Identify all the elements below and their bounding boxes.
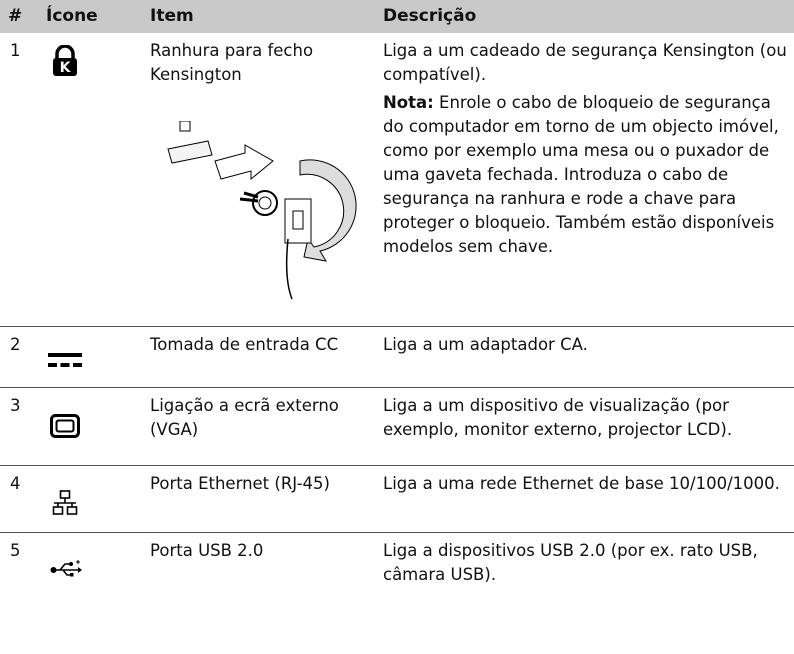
row-number: 4 [10, 474, 21, 493]
description-text: Liga a um cadeado de segurança Kensingto… [383, 41, 787, 84]
vga-icon [50, 414, 80, 438]
note-text: Enrole o cabo de bloqueio de segurança d… [383, 93, 779, 256]
row-number: 3 [10, 396, 21, 415]
header-cell: # [8, 6, 23, 26]
kensington-icon: K [53, 45, 77, 76]
row-number: 5 [10, 541, 21, 560]
header-cell: Ícone [46, 6, 98, 26]
item-name: Ligação a ecrã externo (VGA) [150, 396, 339, 439]
svg-text:K: K [60, 60, 72, 76]
row-number: 1 [10, 41, 21, 60]
description: Liga a um adaptador CA. [383, 335, 588, 354]
table-row: 4 Porta Ethernet (RJ-45) Liga a uma rede… [0, 465, 794, 533]
description: Liga a um dispositivo de visualização (p… [383, 396, 733, 439]
description: Liga a um cadeado de segurança Kensingto… [383, 39, 791, 259]
dc-icon [48, 353, 82, 367]
table-header: # Ícone Item Descrição [0, 0, 794, 33]
usb-icon [50, 560, 82, 577]
table-row: 1 K Ranhura para fecho Kensington Liga a… [0, 33, 794, 326]
item-name: Porta USB 2.0 [150, 541, 264, 560]
item-name: Ranhura para fecho Kensington [150, 41, 314, 84]
item-name: Tomada de entrada CC [150, 335, 339, 354]
kensington-illustration [167, 121, 357, 300]
header-cell: Descrição [383, 6, 477, 26]
ethernet-icon [52, 490, 78, 515]
header-cell: Item [150, 6, 194, 26]
note: Nota: Enrole o cabo de bloqueio de segur… [383, 91, 791, 259]
row-number: 2 [10, 335, 21, 354]
table-row: 3 Ligação a ecrã externo (VGA) Liga a um… [0, 387, 794, 466]
description: Liga a uma rede Ethernet de base 10/100/… [383, 474, 780, 493]
item-name: Porta Ethernet (RJ-45) [150, 474, 330, 493]
table-row: 2 Tomada de entrada CC Liga a um adaptad… [0, 326, 794, 388]
description: Liga a dispositivos USB 2.0 (por ex. rat… [383, 541, 758, 584]
note-label: Nota: [383, 93, 434, 112]
table-row: 5 Porta USB 2.0 Liga a dispositivos USB … [0, 532, 794, 613]
